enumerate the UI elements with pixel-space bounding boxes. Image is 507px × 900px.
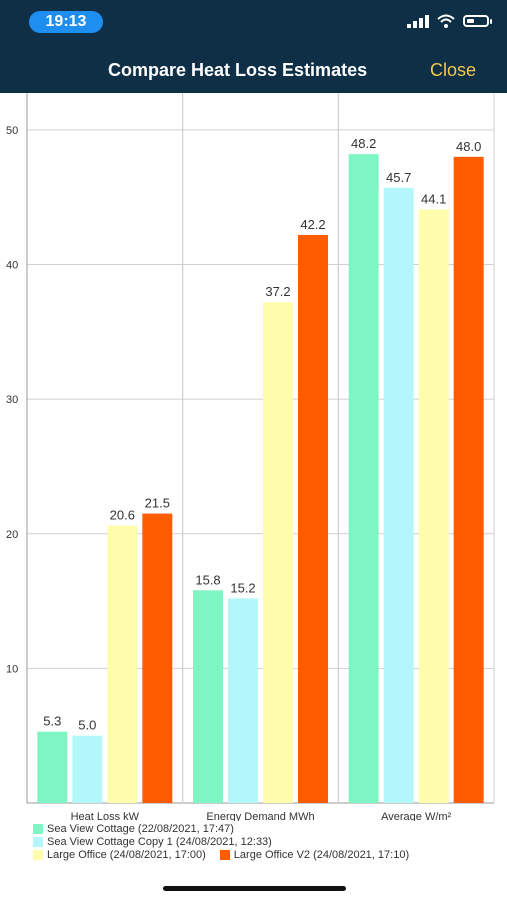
legend-label-0: Sea View Cottage (22/08/2021, 17:47): [47, 822, 234, 835]
wifi-icon: [437, 14, 455, 28]
data-label-2-0: 48.2: [351, 136, 376, 151]
bar-0-0: [37, 731, 68, 803]
legend-swatch-0: [33, 823, 43, 834]
y-tick-label-3: 40: [6, 260, 18, 272]
bar-2-0: [348, 154, 379, 804]
header: 19:13 Compare Heat Loss Estimates Close: [0, 0, 507, 93]
data-label-2-2: 44.1: [421, 191, 446, 206]
legend-item-1: Sea View Cottage Copy 1 (24/08/2021, 12:…: [33, 836, 272, 848]
legend-label-2: Large Office (24/08/2021, 17:00): [47, 848, 206, 861]
signal-icon: [407, 14, 429, 28]
bar-0-3: [142, 513, 173, 803]
legend-row-3: Large Office (24/08/2021, 17:00) Large O…: [33, 848, 493, 861]
y-tick-label-1: 20: [6, 529, 18, 541]
data-label-0-3: 21.5: [145, 496, 170, 511]
legend-label-1: Sea View Cottage Copy 1 (24/08/2021, 12:…: [47, 835, 272, 848]
data-label-2-3: 48.0: [456, 139, 481, 154]
chart-legend: Sea View Cottage (22/08/2021, 17:47) Sea…: [33, 822, 493, 861]
close-button[interactable]: Close: [430, 60, 477, 80]
data-label-0-2: 20.6: [110, 508, 135, 523]
bar-1-2: [263, 302, 293, 803]
legend-item-0: Sea View Cottage (22/08/2021, 17:47): [33, 823, 234, 835]
bar-0-2: [107, 525, 138, 803]
bar-chart: 10 20 30 40 50 5.3 5.0 20.6 21.5 Heat Loss kW 15.8…: [6, 93, 495, 821]
legend-swatch-3: [219, 849, 230, 860]
status-time: 19:13: [29, 11, 103, 33]
data-label-0-1: 5.0: [78, 718, 96, 733]
bar-2-1: [383, 187, 414, 804]
legend-label-3: Large Office V2 (24/08/2021, 17:10): [233, 848, 410, 861]
legend-item-2: Large Office (24/08/2021, 17:00): [33, 849, 206, 861]
status-icons: [407, 14, 492, 28]
legend-row-1: Sea View Cottage (22/08/2021, 17:47): [33, 822, 493, 835]
y-tick-label-4: 50: [6, 125, 18, 137]
data-label-1-2: 37.2: [265, 284, 290, 299]
legend-item-3: Large Office V2 (24/08/2021, 17:10): [219, 848, 410, 861]
home-indicator[interactable]: [163, 886, 346, 891]
bar-1-0: [193, 590, 223, 803]
bar-1-3: [298, 234, 328, 803]
x-tick-label-1: Energy Demand MWh: [206, 811, 314, 821]
data-label-2-1: 45.7: [386, 170, 411, 185]
legend-swatch-1: [33, 836, 43, 847]
data-label-1-1: 15.2: [230, 580, 255, 595]
legend-row-2: Sea View Cottage Copy 1 (24/08/2021, 12:…: [33, 835, 493, 848]
bar-2-2: [418, 209, 449, 803]
data-label-0-0: 5.3: [43, 714, 61, 729]
y-tick-label-2: 30: [6, 394, 18, 406]
x-tick-label-2: Average W/m²: [381, 811, 451, 821]
legend-swatch-2: [33, 849, 43, 860]
bar-1-1: [228, 598, 258, 803]
battery-icon: [463, 15, 492, 27]
data-label-1-0: 15.8: [195, 572, 220, 587]
y-tick-label-0: 10: [6, 663, 18, 675]
page-title: Compare Heat Loss Estimates: [108, 60, 368, 80]
bar-0-1: [72, 735, 103, 803]
bar-2-3: [453, 156, 484, 803]
data-label-1-3: 42.2: [300, 217, 325, 232]
x-tick-label-0: Heat Loss kW: [71, 811, 140, 821]
